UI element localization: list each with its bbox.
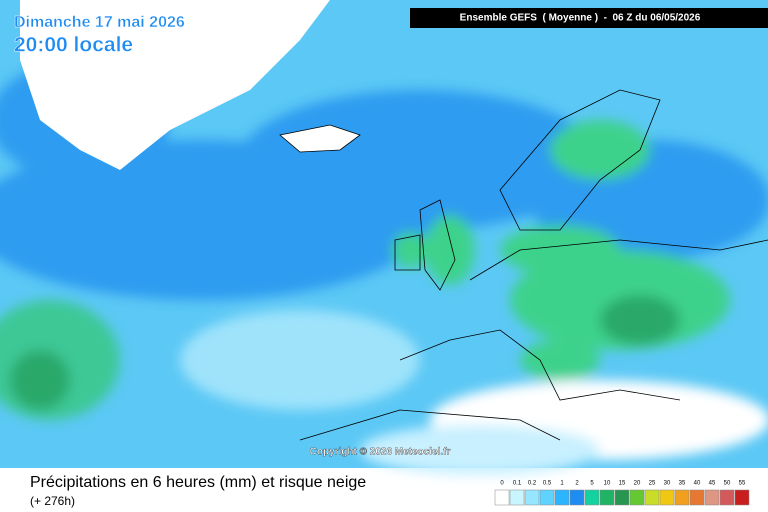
- footer-lead: (+ 276h): [30, 494, 75, 508]
- scandinavia: [499, 89, 661, 231]
- legend-swatch: [734, 489, 750, 506]
- legend-swatch: [659, 489, 675, 506]
- legend-label: 0.5: [543, 481, 552, 487]
- legend-swatch: [719, 489, 735, 506]
- legend-swatch: [494, 489, 510, 506]
- legend-label: 55: [739, 481, 746, 487]
- legend-label: 5: [590, 481, 594, 487]
- legend-swatch: [674, 489, 690, 506]
- legend-swatch: [614, 489, 630, 506]
- legend-label: 45: [709, 481, 716, 487]
- footer-title: Précipitations en 6 heures (mm) et risqu…: [30, 474, 366, 491]
- legend-label: 2: [575, 481, 579, 487]
- legend-swatch: [539, 489, 555, 506]
- copyright: Copyright © 2026 Meteociel.fr: [310, 447, 451, 458]
- iceland: [279, 124, 361, 153]
- date-label: Dimanche 17 mai 2026: [14, 14, 185, 31]
- legend-swatch: [599, 489, 615, 506]
- legend-label: 0: [500, 481, 504, 487]
- legend: 0 0.1 0.2 0.5 1 2 5 10 15 20 25 30 35 40 45 50 55: [494, 481, 750, 506]
- coastlines: [299, 239, 768, 441]
- legend-label: 10: [604, 481, 611, 487]
- legend-swatch: [644, 489, 660, 506]
- legend-swatch: [524, 489, 540, 506]
- british-isles: [394, 199, 456, 291]
- map-area: Copyright © 2026 Meteociel.fr: [0, 0, 768, 475]
- legend-swatch: [584, 489, 600, 506]
- legend-label: 0.1: [513, 481, 522, 487]
- legend-swatch: [704, 489, 720, 506]
- legend-label: 40: [694, 481, 701, 487]
- greenland: [20, 0, 330, 170]
- legend-label: 15: [619, 481, 626, 487]
- legend-label: 20: [634, 481, 641, 487]
- time-label: 20:00 locale: [14, 34, 133, 57]
- legend-swatch: [569, 489, 585, 506]
- model-banner: [410, 8, 768, 28]
- legend-swatch: [509, 489, 525, 506]
- legend-label: 1: [560, 481, 564, 487]
- model-label: Ensemble GEFS ( Moyenne ) - 06 Z du 06/0…: [460, 13, 701, 24]
- legend-label: 50: [724, 481, 731, 487]
- legend-label: 35: [679, 481, 686, 487]
- legend-label: 30: [664, 481, 671, 487]
- legend-swatch: [554, 489, 570, 506]
- legend-swatch: [689, 489, 705, 506]
- legend-swatch: [629, 489, 645, 506]
- legend-label: 25: [649, 481, 656, 487]
- legend-label: 0.2: [528, 481, 537, 487]
